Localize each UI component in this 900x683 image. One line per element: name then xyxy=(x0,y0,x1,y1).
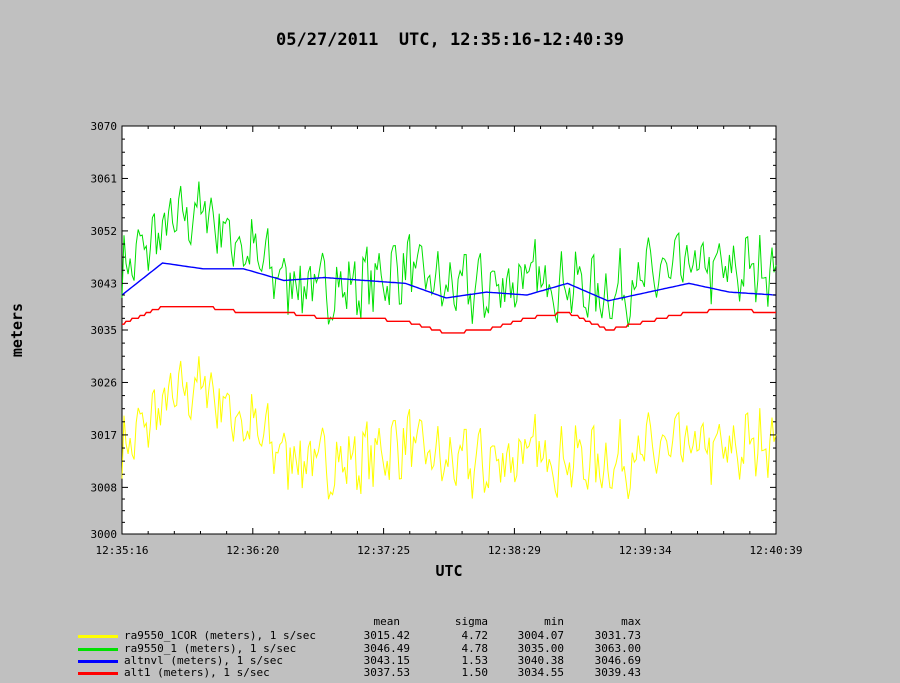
line-chart: 3000 3008 3017 3026 3035 3043 3052 3061 3070 12:3… xyxy=(8,120,803,580)
stat-max: 3031.73 xyxy=(594,629,641,642)
stat-mean: 3015.42 xyxy=(363,629,410,642)
legend-stats-table: mean sigma min max ra9550_1COR (meters),… xyxy=(0,612,900,683)
y-tick-label: 3035 xyxy=(91,324,118,337)
legend-row: ra9550_1COR (meters), 1 s/sec 3015.42 4.… xyxy=(0,629,900,642)
legend-swatch-green xyxy=(78,648,118,651)
y-tick-label: 3026 xyxy=(91,376,118,389)
x-tick-label: 12:37:25 xyxy=(357,544,410,557)
stat-sigma: 1.53 xyxy=(461,654,489,667)
y-tick-label: 3052 xyxy=(91,225,118,238)
stat-max: 3046.69 xyxy=(594,654,641,667)
series-line-3 xyxy=(122,306,776,334)
y-axis-label: meters xyxy=(8,303,26,357)
x-tick-label: 12:39:34 xyxy=(619,544,672,557)
y-tick-label: 3061 xyxy=(91,172,118,185)
series-line-2 xyxy=(121,262,777,302)
x-tick-label: 12:40:39 xyxy=(750,544,803,557)
series-line-1 xyxy=(121,181,777,327)
legend-label: altnvl (meters), 1 s/sec xyxy=(124,654,283,667)
stat-max: 3063.00 xyxy=(594,642,641,655)
stat-header-mean: mean xyxy=(373,615,401,628)
stat-header-min: min xyxy=(544,615,564,628)
legend-row: altnvl (meters), 1 s/sec 3043.15 1.53 30… xyxy=(0,654,900,667)
legend-label: ra9550_1COR (meters), 1 s/sec xyxy=(124,629,317,642)
legend-swatch-red xyxy=(78,672,118,675)
x-tick-label: 12:36:20 xyxy=(226,544,279,557)
y-tick-label: 3070 xyxy=(91,120,118,133)
legend-label: ra9550_1 (meters), 1 s/sec xyxy=(124,642,297,655)
stat-mean: 3046.49 xyxy=(363,642,410,655)
x-tick-label: 12:38:29 xyxy=(488,544,541,557)
x-axis-label: UTC xyxy=(435,562,462,580)
series-line-0 xyxy=(121,356,777,500)
stat-max: 3039.43 xyxy=(594,666,641,679)
stat-mean: 3037.53 xyxy=(363,666,410,679)
stat-mean: 3043.15 xyxy=(363,654,410,667)
stat-sigma: 4.78 xyxy=(461,642,489,655)
legend-label: alt1 (meters), 1 s/sec xyxy=(124,666,270,679)
legend-row: ra9550_1 (meters), 1 s/sec 3046.49 4.78 … xyxy=(0,642,900,655)
legend-swatch-yellow xyxy=(78,635,118,638)
stat-min: 3034.55 xyxy=(517,666,564,679)
legend-swatch-blue xyxy=(78,660,118,663)
y-tick-label: 3008 xyxy=(91,481,118,494)
plot-area xyxy=(121,125,777,535)
stat-header-max: max xyxy=(621,615,641,628)
stat-min: 3040.38 xyxy=(517,654,564,667)
stat-sigma: 1.50 xyxy=(461,666,489,679)
stat-min: 3004.07 xyxy=(517,629,564,642)
x-tick-label: 12:35:16 xyxy=(96,544,149,557)
chart-title: 05/27/2011 UTC, 12:35:16-12:40:39 xyxy=(276,30,624,50)
stat-sigma: 4.72 xyxy=(461,629,489,642)
stat-min: 3035.00 xyxy=(517,642,564,655)
stat-header-sigma: sigma xyxy=(454,615,488,628)
y-tick-label: 3000 xyxy=(91,528,118,541)
y-tick-label: 3043 xyxy=(91,277,118,290)
y-tick-label: 3017 xyxy=(91,429,118,442)
legend-row: alt1 (meters), 1 s/sec 3037.53 1.50 3034… xyxy=(0,666,900,679)
